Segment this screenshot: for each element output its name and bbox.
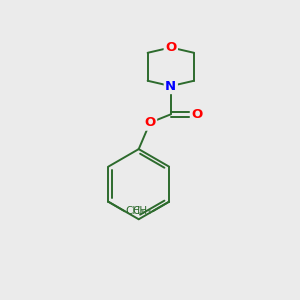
Text: O: O [165,41,176,54]
Text: O: O [191,108,203,121]
Text: O: O [144,116,156,129]
Text: CH₃: CH₃ [125,206,145,216]
Text: N: N [165,80,176,93]
Text: CH₃: CH₃ [133,206,152,216]
